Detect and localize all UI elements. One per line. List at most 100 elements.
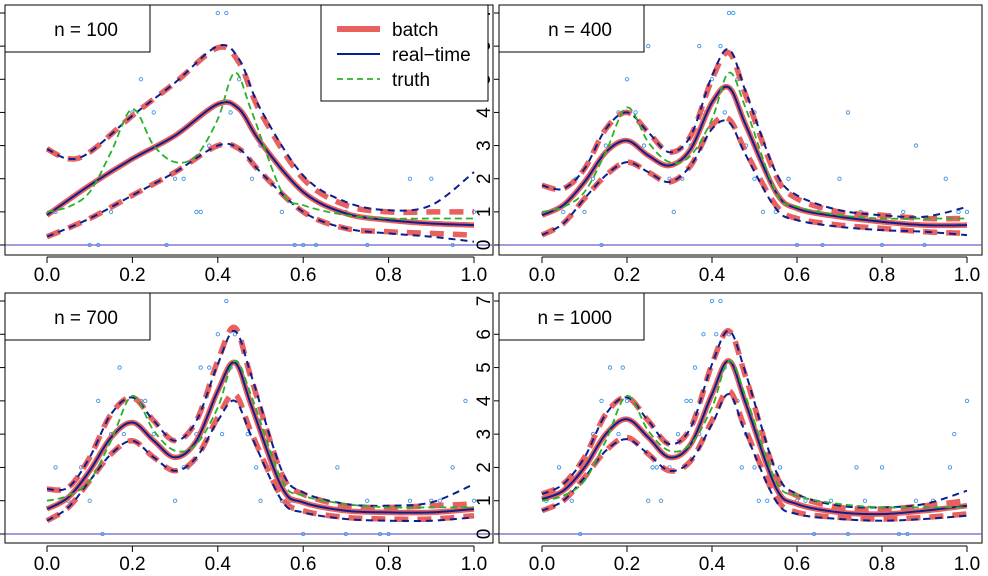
- data-point: [947, 465, 953, 470]
- panel-1: 0.0 0.2 0.4 0.6 0.8 1.0 0 1 2 3 4 5 6 7 n = 100: [0, 4, 494, 286]
- data-point: [249, 176, 255, 181]
- realtime-estimate-line: [46, 361, 475, 514]
- realtime-estimate-line: [541, 85, 968, 227]
- y-tick-label: 5: [0, 74, 1, 85]
- data-point: [726, 10, 732, 16]
- panel-title: n = 700: [54, 308, 118, 329]
- data-point: [803, 498, 808, 503]
- data-point: [879, 242, 885, 248]
- data-point: [87, 498, 92, 503]
- data-point: [786, 176, 791, 181]
- y-tick-label: 7: [0, 8, 1, 19]
- x-tick-label: 0.4: [205, 554, 232, 575]
- realtime-upper-band-line: [46, 44, 475, 212]
- data-point: [624, 398, 630, 404]
- data-point: [845, 531, 851, 537]
- data-point: [943, 176, 948, 181]
- data-point: [599, 242, 604, 248]
- x-tick-label: 1.0: [461, 265, 487, 286]
- data-point: [224, 10, 229, 16]
- realtime-estimate-line: [541, 359, 968, 516]
- data-point: [765, 498, 770, 503]
- y-tick-label: 1: [474, 207, 495, 218]
- data-point: [181, 176, 186, 181]
- data-point: [718, 298, 723, 304]
- data-point: [633, 110, 638, 115]
- panel-3: 0.0 0.2 0.4 0.6 0.8 1.0 0 1 2 3 4 5 6 7 n = 700: [0, 292, 494, 575]
- data-point: [650, 465, 655, 470]
- data-point: [952, 431, 957, 437]
- data-point: [896, 531, 902, 537]
- data-point: [964, 209, 970, 215]
- data-point: [599, 398, 604, 404]
- panel-4: 0.0 0.2 0.4 0.6 0.8 1.0 0 1 2 3 4 5 6 7 n = 1000: [474, 292, 983, 575]
- batch-lower-band-line: [45, 141, 475, 240]
- data-point: [224, 298, 229, 304]
- data-point: [429, 176, 434, 181]
- panel-title-box: [4, 292, 151, 341]
- x-tick-label: 0.6: [784, 554, 810, 575]
- y-tick-label: 1: [474, 495, 495, 506]
- data-point: [697, 43, 702, 49]
- y-tick-label: 6: [0, 329, 1, 340]
- x-tick-label: 1.0: [954, 554, 980, 575]
- x-axis: 0.0 0.2 0.4 0.6 0.8 1.0: [34, 545, 487, 575]
- truth-line: [46, 360, 474, 509]
- data-point: [228, 110, 233, 115]
- data-point: [913, 498, 919, 503]
- x-tick-label: 0.2: [119, 554, 145, 575]
- y-tick-label: 3: [0, 429, 1, 440]
- data-point: [709, 298, 715, 304]
- y-tick-label: 4: [474, 107, 495, 118]
- data-point: [313, 242, 319, 248]
- realtime-upper-band-line: [541, 330, 968, 509]
- data-point: [121, 431, 127, 437]
- data-point: [96, 398, 101, 404]
- y-tick-label: 0: [0, 240, 1, 251]
- data-point: [215, 332, 220, 337]
- x-tick-label: 0.6: [290, 554, 316, 575]
- y-tick-label: 0: [474, 529, 495, 540]
- data-point: [365, 242, 370, 248]
- data-point: [463, 398, 468, 404]
- data-point: [658, 498, 664, 503]
- data-point: [590, 176, 596, 181]
- data-point: [450, 465, 455, 470]
- data-point: [87, 242, 92, 248]
- x-tick-label: 0.6: [784, 265, 810, 286]
- data-point: [471, 498, 477, 503]
- data-point: [620, 365, 625, 370]
- realtime-lower-band-line: [46, 399, 475, 522]
- y-tick-label: 3: [474, 140, 495, 151]
- y-tick-label: 0: [0, 529, 1, 540]
- y-tick-label: 5: [0, 362, 1, 373]
- data-point: [117, 365, 122, 370]
- data-point: [194, 209, 199, 215]
- y-tick-label: 7: [0, 296, 1, 307]
- data-point: [862, 498, 868, 503]
- panel-title: n = 100: [54, 20, 118, 41]
- data-point: [956, 209, 961, 215]
- y-tick-label: 3: [474, 429, 495, 440]
- realtime-upper-band-line: [541, 48, 968, 219]
- truth-line: [541, 360, 967, 509]
- data-point: [603, 143, 608, 148]
- data-point: [905, 531, 910, 537]
- y-tick-label: 1: [0, 207, 1, 218]
- legend-label-batch: batch: [392, 20, 438, 41]
- data-point: [164, 242, 169, 248]
- data-point: [343, 531, 349, 537]
- data-point: [684, 398, 689, 404]
- data-point: [254, 465, 259, 470]
- panel-title-box: [4, 4, 151, 53]
- data-point: [616, 431, 621, 437]
- y-tick-label: 3: [0, 140, 1, 151]
- y-tick-label: 6: [0, 41, 1, 52]
- x-tick-label: 0.4: [205, 265, 232, 286]
- truth-line: [541, 71, 967, 220]
- panel-title: n = 400: [548, 20, 612, 41]
- x-tick-label: 0.4: [699, 265, 726, 286]
- panel-title-box: [498, 4, 645, 53]
- data-point: [692, 365, 698, 370]
- data-point: [752, 465, 757, 470]
